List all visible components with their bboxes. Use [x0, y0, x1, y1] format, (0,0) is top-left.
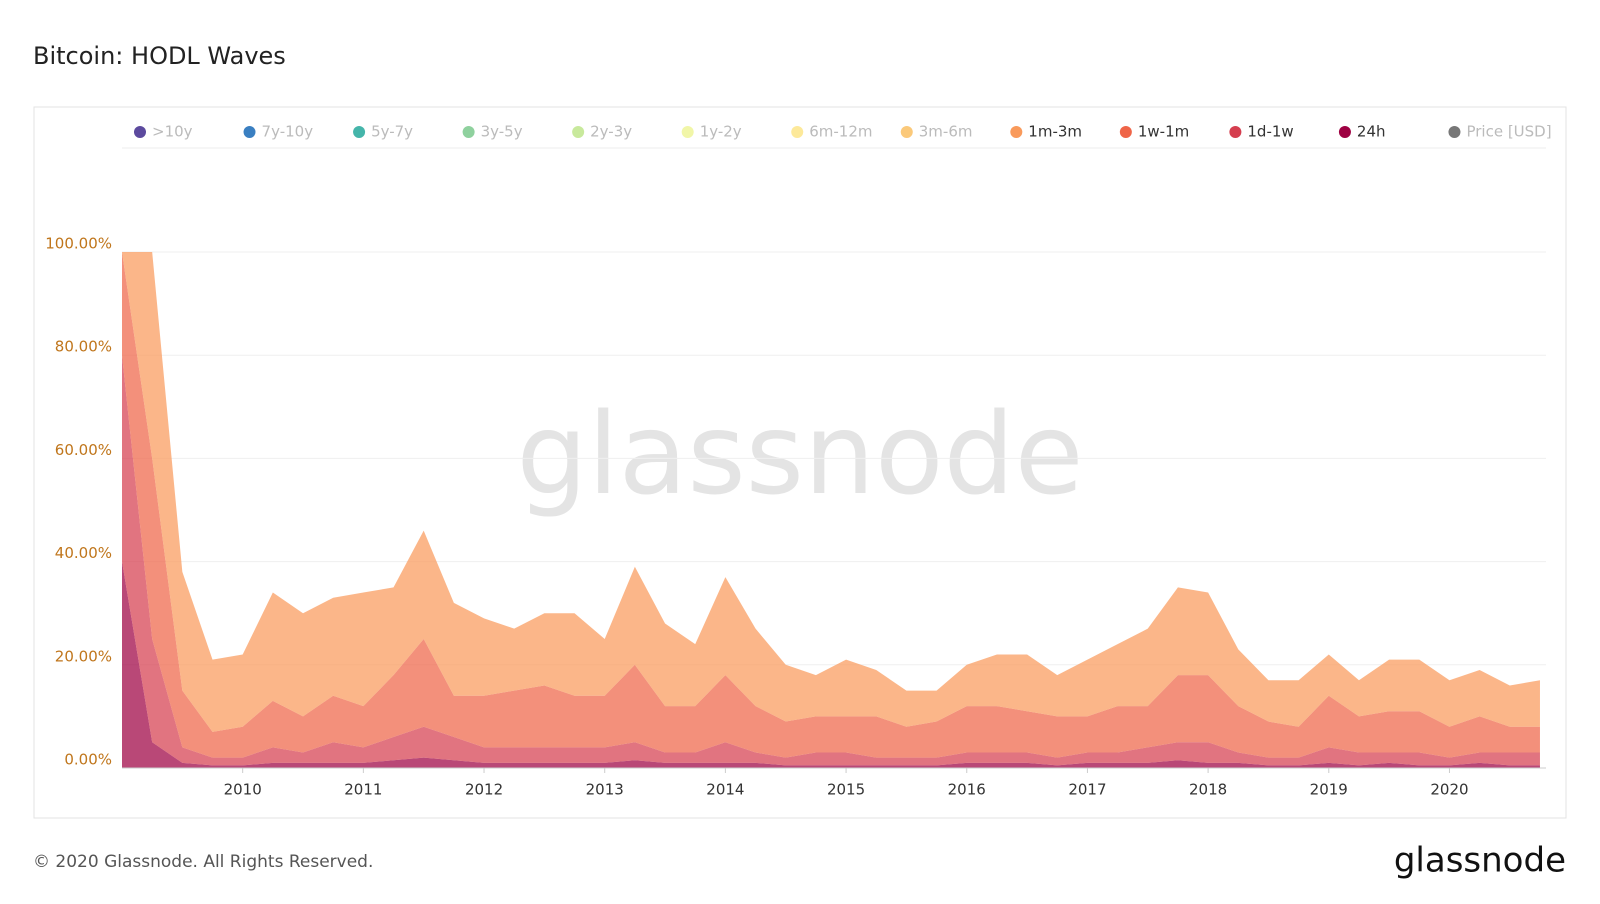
legend-label[interactable]: 3y-5y: [481, 123, 523, 141]
legend-marker: [243, 126, 256, 138]
legend-marker: [791, 126, 804, 138]
watermark: glassnode: [516, 390, 1083, 520]
legend-marker: [1229, 126, 1242, 138]
legend-label[interactable]: 1w-1m: [1138, 123, 1189, 141]
y-tick-label: 40.00%: [55, 544, 112, 562]
x-tick-label: 2018: [1189, 781, 1227, 799]
x-tick-label: 2016: [948, 781, 986, 799]
area: [122, 252, 1540, 732]
x-tick-label: 2019: [1310, 781, 1348, 799]
legend-label[interactable]: 7y-10y: [262, 123, 314, 141]
footer: © 2020 Glassnode. All Rights Reserved.: [33, 852, 373, 872]
legend-label[interactable]: 1d-1w: [1247, 123, 1293, 141]
y-tick-label: 80.00%: [55, 338, 112, 356]
x-tick-label: 2013: [586, 781, 624, 799]
y-tick-label: 100.00%: [45, 235, 112, 253]
x-tick-label: 2010: [224, 781, 262, 799]
legend-marker: [1448, 126, 1461, 138]
chart-title: Bitcoin: HODL Waves: [33, 42, 286, 70]
legend-label[interactable]: 6m-12m: [809, 123, 872, 141]
legend-marker: [462, 126, 475, 138]
x-tick-label: 2012: [465, 781, 503, 799]
legend-marker: [572, 126, 585, 138]
legend-label[interactable]: 2y-3y: [590, 123, 632, 141]
legend-label[interactable]: 1m-3m: [1028, 123, 1082, 141]
legend-marker: [134, 126, 146, 138]
legend-label[interactable]: 24h: [1357, 123, 1386, 141]
legend-label[interactable]: Price [USD]: [1466, 123, 1551, 141]
x-tick-label: 2017: [1068, 781, 1106, 799]
legend-marker: [1119, 126, 1132, 138]
legend-marker: [900, 126, 913, 138]
legend-label[interactable]: 5y-7y: [371, 123, 413, 141]
y-tick-label: 20.00%: [55, 647, 112, 665]
x-tick-label: 2011: [344, 781, 382, 799]
legend-marker: [1338, 126, 1351, 138]
legend-marker: [353, 126, 366, 138]
x-tick-label: 2015: [827, 781, 865, 799]
legend-marker: [1010, 126, 1023, 138]
legend-marker: [681, 126, 694, 138]
brand-logo: glassnode: [1394, 841, 1566, 881]
legend-label[interactable]: >10y: [152, 123, 193, 141]
y-tick-label: 0.00%: [64, 751, 112, 769]
x-tick-label: 2020: [1430, 781, 1468, 799]
legend-label[interactable]: 3m-6m: [919, 123, 973, 141]
legend-label[interactable]: 1y-2y: [700, 123, 742, 141]
x-tick-label: 2014: [706, 781, 744, 799]
y-tick-label: 60.00%: [55, 441, 112, 459]
